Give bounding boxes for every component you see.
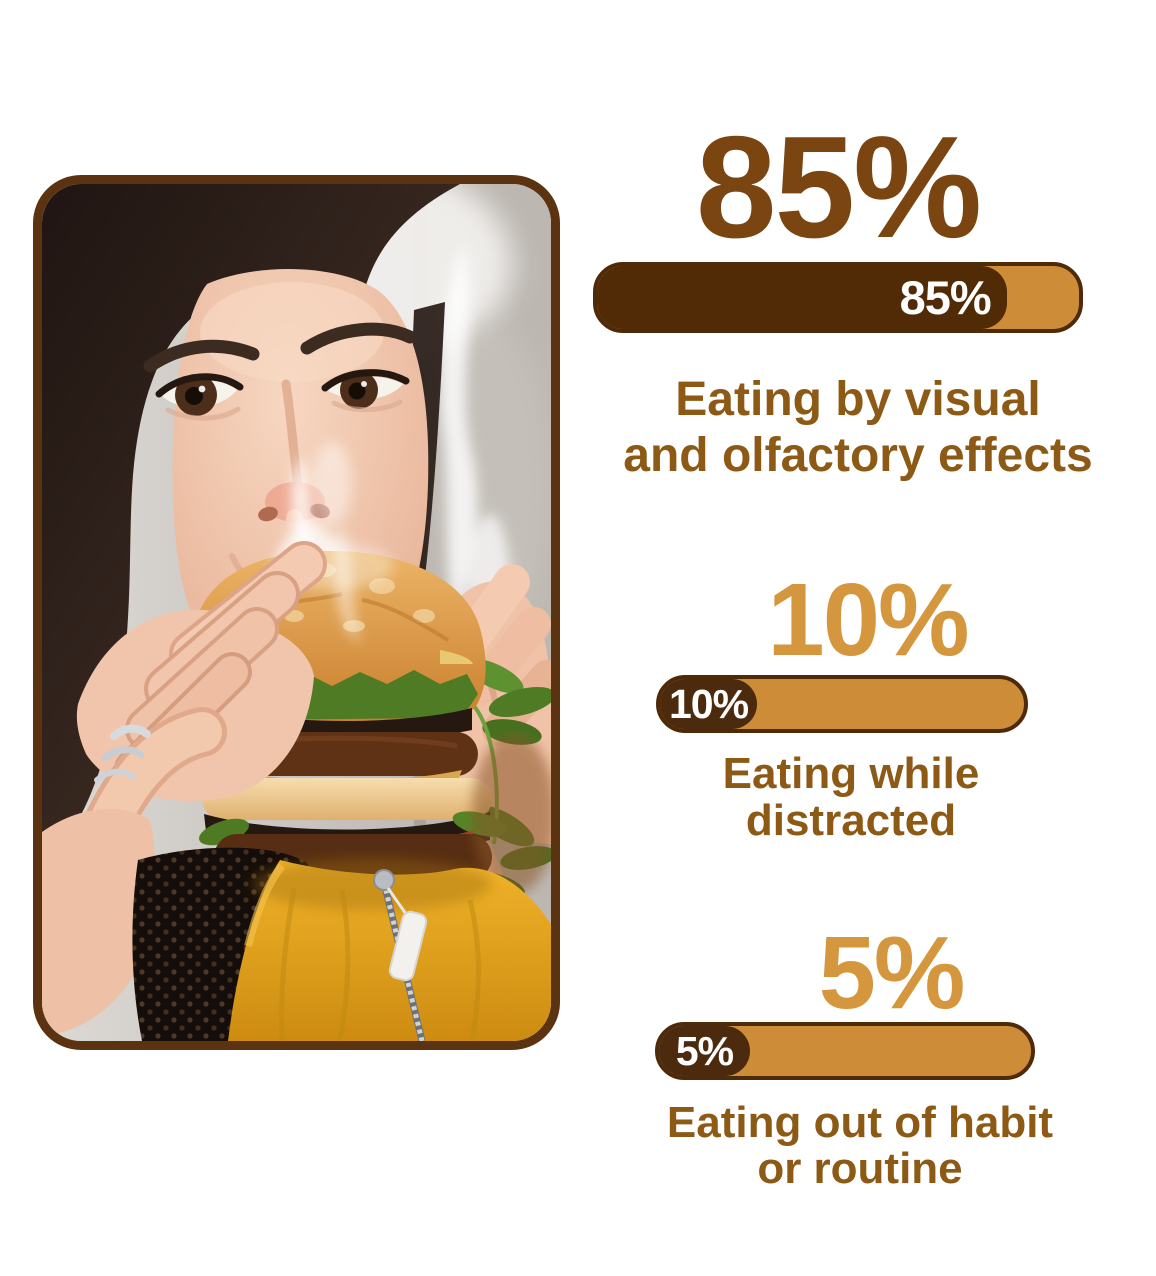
stat-3-progress-bar: 5%	[655, 1022, 1035, 1080]
stat-3-progress-fill: 5%	[659, 1026, 750, 1076]
left-hand	[42, 541, 327, 1036]
stat-2-progress-bar: 10%	[656, 675, 1028, 733]
stat-3-value: 5%	[818, 915, 966, 1030]
silver-rings	[94, 724, 151, 783]
stat-2-caption-line1: Eating while	[722, 749, 980, 798]
steam-front	[312, 442, 360, 644]
stat-2-progress-fill: 10%	[660, 679, 757, 729]
stat-2-bar-label: 10%	[668, 680, 749, 727]
stat-2-caption-line2: distracted	[745, 796, 957, 846]
left-eye	[155, 373, 244, 421]
zipper	[373, 869, 428, 1041]
photo-frame	[33, 175, 560, 1050]
stat-3-caption-line2: or routine	[757, 1144, 963, 1194]
right-eyebrow	[300, 322, 417, 355]
stat-1-bar-label: 85%	[899, 271, 992, 324]
photo-illustration	[42, 184, 551, 1041]
stat-1-progress-bar: 85%	[593, 262, 1083, 333]
stat-2-value: 10%	[767, 562, 969, 677]
stat-1-value: 85%	[695, 106, 982, 268]
stat-1-caption: Eating by visual and olfactory effects	[558, 372, 1156, 483]
stat-3-caption: Eating out of habit or routine	[560, 1098, 1156, 1194]
right-eye	[321, 369, 410, 413]
stat-2-caption: Eating while distracted	[551, 750, 1151, 844]
stat-1-caption-line2: and olfactory effects	[623, 428, 1093, 482]
stat-3-caption-line1: Eating out of habit	[666, 1098, 1054, 1147]
left-eyebrow	[143, 339, 260, 373]
stat-1-progress-fill: 85%	[597, 266, 1007, 329]
yellow-jacket	[228, 858, 551, 1041]
background-blur	[472, 734, 551, 894]
stat-1-caption-line1: Eating by visual	[675, 373, 1041, 426]
stat-3-bar-label: 5%	[675, 1027, 734, 1074]
